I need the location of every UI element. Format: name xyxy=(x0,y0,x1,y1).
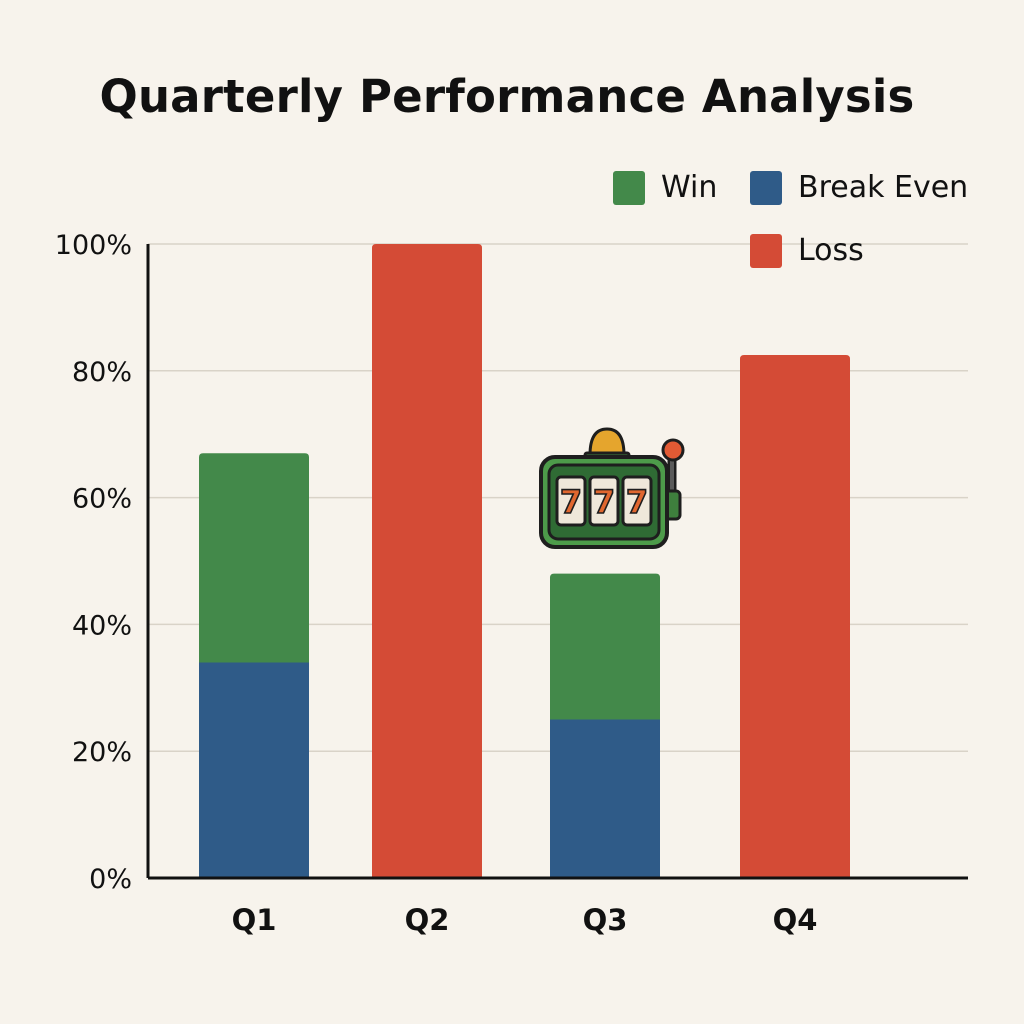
y-tick-label: 20% xyxy=(72,737,132,768)
slot-reel-3: 7 xyxy=(626,483,648,521)
axes xyxy=(146,244,968,880)
chart-title: Quarterly Performance Analysis xyxy=(99,70,915,123)
y-tick-label: 60% xyxy=(72,484,132,515)
bar-segment-break-even-q1 xyxy=(199,662,309,878)
legend-swatch-break-even xyxy=(750,170,782,205)
y-tick-label: 40% xyxy=(72,610,132,641)
x-tick-label: Q1 xyxy=(232,903,277,937)
slot-reel-1: 7 xyxy=(560,483,582,521)
legend-item-win: Win xyxy=(613,170,717,205)
legend-label-loss: Loss xyxy=(798,233,864,268)
x-tick-label: Q4 xyxy=(773,903,818,937)
bar-segment-win-q3 xyxy=(550,573,660,720)
y-tick-label: 100% xyxy=(55,230,132,261)
slot-reel-2: 7 xyxy=(593,483,615,521)
x-tick-label: Q3 xyxy=(583,903,628,937)
bar-segment-loss-q2 xyxy=(372,244,482,878)
legend-swatch-loss xyxy=(750,233,782,268)
bar-segment-loss-q4 xyxy=(740,354,850,878)
x-tick-label: Q2 xyxy=(405,903,450,937)
bar-segment-win-q1 xyxy=(199,453,309,663)
legend-item-loss: Loss xyxy=(750,233,864,268)
tick-labels: 0% 20% 40% 60% 80% 100% Q1 Q2 Q3 Q4 xyxy=(55,230,818,937)
y-tick-label: 80% xyxy=(72,357,132,388)
y-tick-label: 0% xyxy=(89,864,132,895)
slot-machine-icon: 7 7 7 xyxy=(539,427,685,549)
legend-label-win: Win xyxy=(661,170,718,205)
legend-label-break-even: Break Even xyxy=(798,170,969,205)
bar-segment-break-even-q3 xyxy=(550,719,660,878)
legend-item-break-even: Break Even xyxy=(750,170,968,205)
legend-swatch-win xyxy=(613,170,645,205)
bars xyxy=(199,244,850,878)
